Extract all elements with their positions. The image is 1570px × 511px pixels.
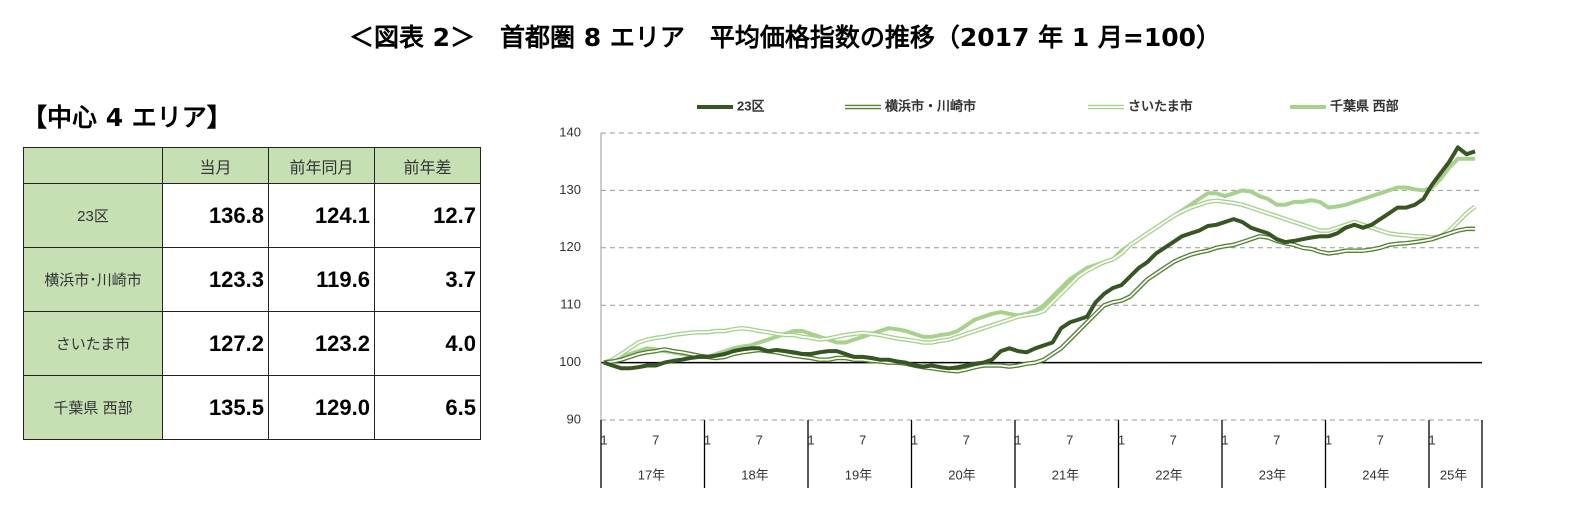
row-label: 23区 [23,183,163,248]
year-label: 17年 [638,467,665,482]
y-tick-label: 110 [560,297,581,312]
y-tick-label: 140 [559,124,581,139]
x-tick-label: 1 [1428,432,1435,447]
table-row: 横浜市･川崎市 123.3 119.6 3.7 [23,247,481,312]
year-label: 18年 [741,467,768,482]
x-tick-label: 1 [807,432,814,447]
corner-cell [23,147,163,184]
column-header: 前年差 [374,147,481,184]
column-header: 当月 [162,147,269,184]
x-tick-label: 1 [704,432,711,447]
page-title: ＜図表 2＞ 首都圏 8 エリア 平均価格指数の推移（2017 年 1 月=10… [348,23,1222,52]
y-tick-label: 120 [559,239,581,254]
series-line [603,199,1476,364]
x-tick-label: 7 [1377,432,1384,447]
year-label: 21年 [1052,467,1079,482]
y-tick-label: 100 [559,354,581,369]
table-cell: 124.1 [268,183,375,248]
column-header: 前年同月 [268,147,375,184]
year-label: 19年 [845,467,872,482]
series-line [603,145,1476,371]
table-row: 23区 136.8 124.1 12.7 [23,183,481,248]
year-label: 22年 [1155,467,1182,482]
summary-table: 当月 前年同月 前年差 23区 136.8 124.1 12.7 横浜市･川崎市 123.3 11… [23,147,481,440]
year-label: 25年 [1440,467,1467,482]
header-row: 当月 前年同月 前年差 [23,147,481,184]
x-tick-label: 1 [1325,432,1332,447]
legend-label: 横浜市・川崎市 [885,98,976,113]
x-tick-label: 7 [1170,432,1177,447]
table-cell: 136.8 [162,183,269,248]
table-cell: 129.0 [268,375,375,440]
legend-label: 千葉県 西部 [1330,98,1399,113]
table-title: 【中心 4 エリア】 [22,103,232,132]
y-tick-label: 130 [559,182,581,197]
x-tick-label: 1 [600,432,607,447]
year-label: 20年 [948,467,975,482]
x-tick-label: 7 [1273,432,1280,447]
y-tick-label: 90 [567,411,581,426]
table-cell: 4.0 [374,311,481,376]
x-tick-label: 7 [1066,432,1073,447]
x-tick-label: 1 [911,432,918,447]
series-line [603,156,1476,365]
x-tick-label: 1 [1118,432,1125,447]
x-tick-label: 1 [1014,432,1021,447]
table-cell: 127.2 [162,311,269,376]
table-cell: 135.5 [162,375,269,440]
table-cell: 119.6 [268,247,375,312]
x-tick-label: 7 [963,432,970,447]
year-label: 24年 [1362,467,1389,482]
row-label: さいたま市 [23,311,163,376]
legend-label: 23区 [737,98,764,113]
table-row: 千葉県 西部 135.5 129.0 6.5 [23,375,481,440]
x-tick-label: 7 [652,432,659,447]
table-cell: 123.3 [162,247,269,312]
table-cell: 3.7 [374,247,481,312]
year-label: 23年 [1259,467,1286,482]
row-label: 千葉県 西部 [23,375,163,440]
x-tick-label: 1 [1221,432,1228,447]
legend-label: さいたま市 [1128,98,1193,113]
x-tick-label: 7 [859,432,866,447]
row-label: 横浜市･川崎市 [23,247,163,312]
series-line [603,228,1476,373]
x-tick-label: 7 [756,432,763,447]
table-cell: 6.5 [374,375,481,440]
